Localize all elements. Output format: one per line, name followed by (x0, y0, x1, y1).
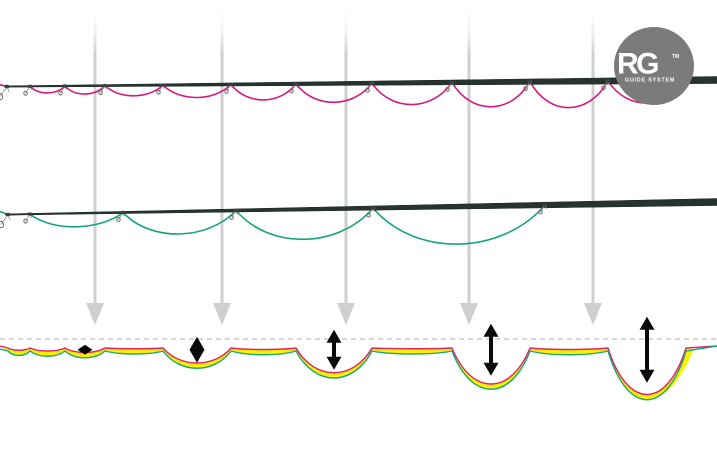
svg-text:TM: TM (672, 54, 679, 60)
svg-text:GUIDE SYSTEM: GUIDE SYSTEM (625, 78, 675, 84)
svg-text:RG: RG (617, 48, 658, 81)
